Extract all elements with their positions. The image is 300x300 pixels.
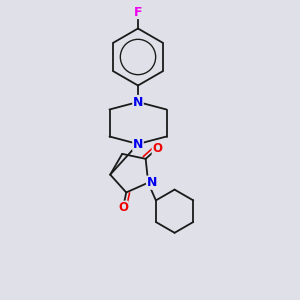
Text: N: N [147,176,157,189]
Text: F: F [134,5,142,19]
Text: O: O [152,142,162,155]
Text: N: N [133,137,143,151]
Text: N: N [133,95,143,109]
Text: O: O [118,201,128,214]
